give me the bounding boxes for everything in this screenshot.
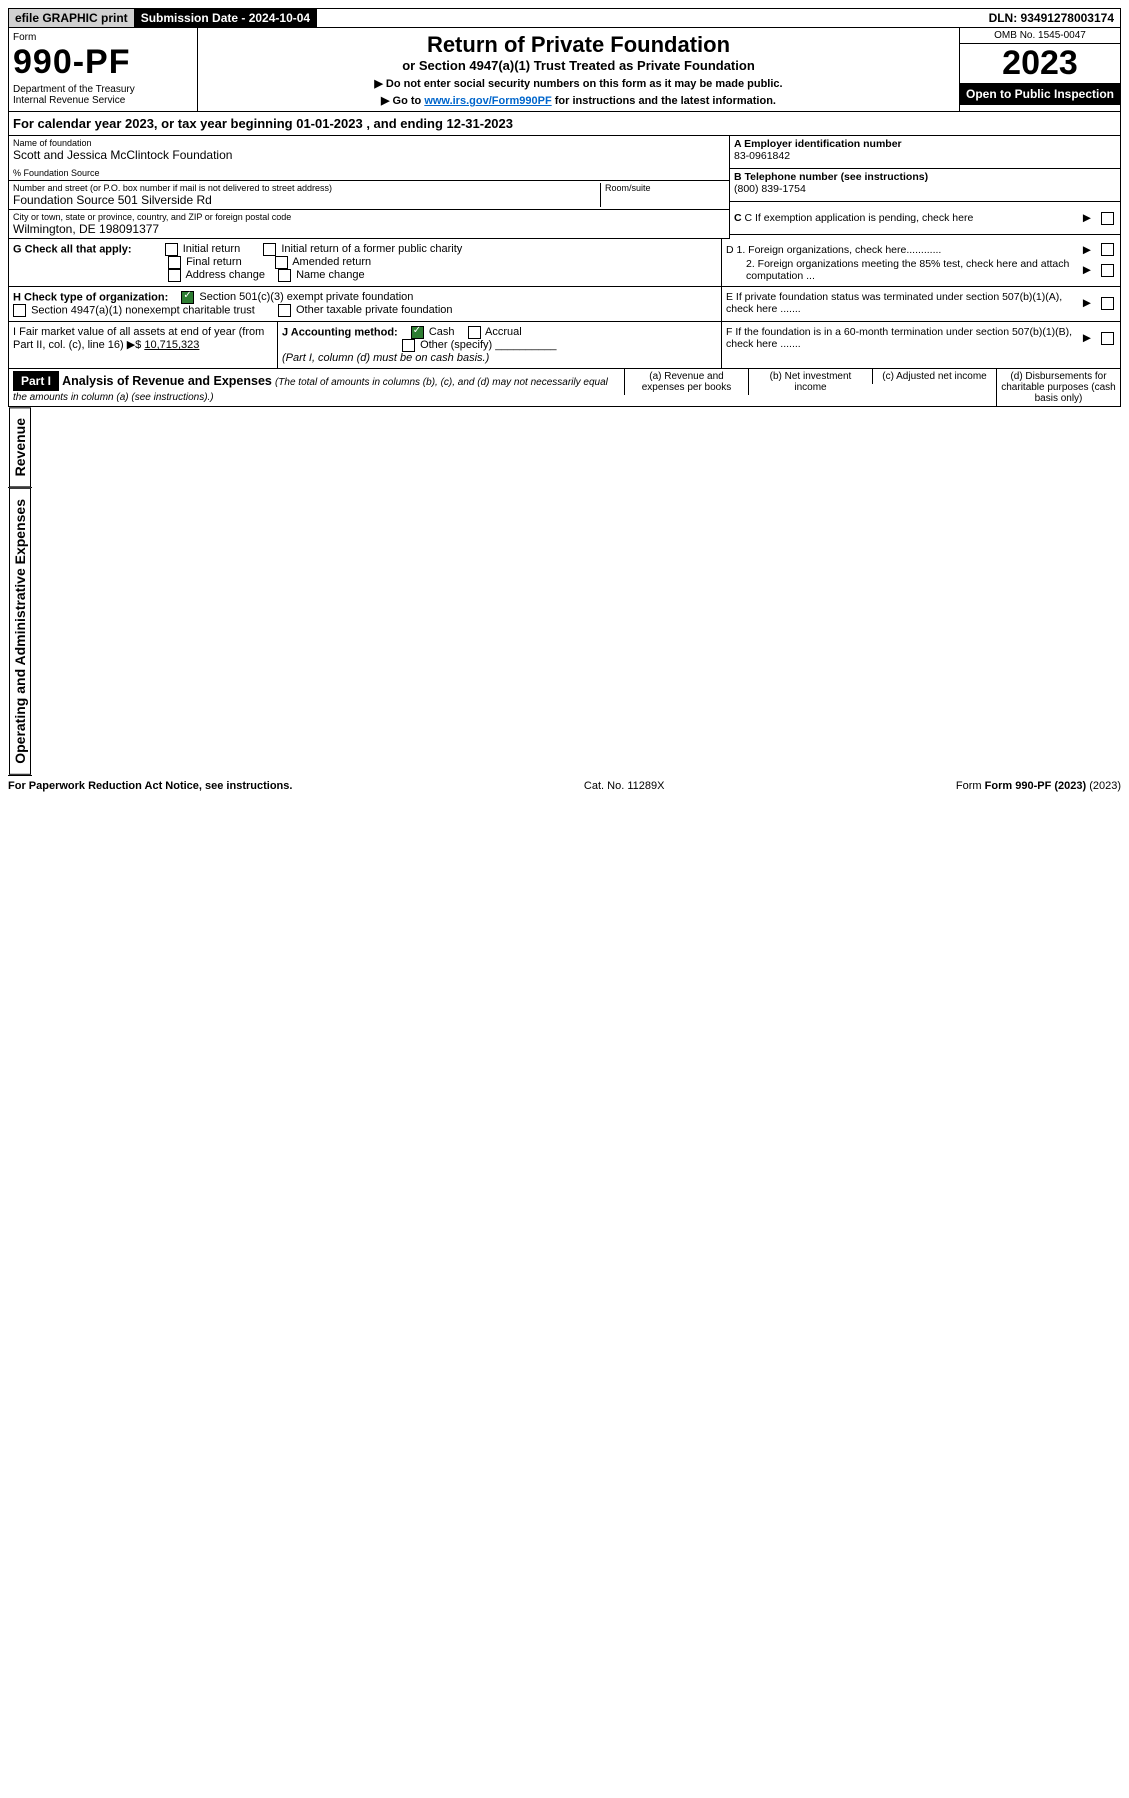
- g-final-checkbox[interactable]: [168, 256, 181, 269]
- footer-left: For Paperwork Reduction Act Notice, see …: [8, 780, 292, 792]
- e-label: E If private foundation status was termi…: [726, 291, 1079, 315]
- h-label: H Check type of organization:: [13, 291, 168, 303]
- form-note1: ▶ Do not enter social security numbers o…: [202, 77, 955, 90]
- dept-label: Department of the Treasury Internal Reve…: [13, 84, 193, 106]
- street-label: Number and street (or P.O. box number if…: [13, 183, 600, 193]
- part1-header: Part I: [13, 371, 59, 391]
- g-opt-initial: Initial return: [183, 243, 240, 255]
- name-label: Name of foundation: [13, 138, 725, 148]
- irs-link[interactable]: www.irs.gov/Form990PF: [424, 95, 551, 107]
- phone-value: (800) 839-1754: [734, 183, 806, 195]
- form-label: Form: [13, 32, 193, 43]
- top-bar: efile GRAPHIC print Submission Date - 20…: [8, 8, 1121, 28]
- j-cash-checkbox[interactable]: [411, 326, 424, 339]
- col-c-header: (c) Adjusted net income: [872, 369, 996, 384]
- f-checkbox[interactable]: [1101, 332, 1114, 345]
- g-opt-name: Name change: [296, 269, 365, 281]
- form-note2: ▶ Go to www.irs.gov/Form990PF for instru…: [202, 94, 955, 107]
- note2-pre: ▶ Go to: [381, 95, 424, 107]
- col-b-header: (b) Net investment income: [748, 369, 872, 395]
- d2-checkbox[interactable]: [1101, 264, 1114, 277]
- i-value: 10,715,323: [144, 339, 199, 351]
- form-header: Form 990-PF Department of the Treasury I…: [8, 28, 1121, 112]
- form-title: Return of Private Foundation: [202, 32, 955, 58]
- g-opt-final: Final return: [186, 256, 242, 268]
- h-opt3: Other taxable private foundation: [296, 304, 453, 316]
- part1-title: Analysis of Revenue and Expenses: [62, 374, 272, 388]
- g-name-checkbox[interactable]: [278, 269, 291, 282]
- main-table: [32, 407, 1122, 776]
- c-text: C If exemption application is pending, c…: [745, 212, 974, 224]
- h-4947-checkbox[interactable]: [13, 304, 26, 317]
- g-opt-amended: Amended return: [292, 256, 371, 268]
- h-other-checkbox[interactable]: [278, 304, 291, 317]
- revenue-side-label: Revenue: [9, 407, 31, 487]
- j-other: Other (specify): [420, 339, 492, 351]
- phone-label: B Telephone number (see instructions): [734, 171, 928, 183]
- g-opt-former: Initial return of a former public charit…: [281, 243, 462, 255]
- g-label: G Check all that apply:: [13, 243, 132, 255]
- ein-value: 83-0961842: [734, 150, 790, 162]
- j-accrual: Accrual: [485, 326, 522, 338]
- city-state: Wilmington, DE 198091377: [13, 222, 725, 236]
- g-opt-address: Address change: [185, 269, 265, 281]
- col-d-header: (d) Disbursements for charitable purpose…: [996, 369, 1120, 406]
- j-other-checkbox[interactable]: [402, 339, 415, 352]
- inspection-label: Open to Public Inspection: [960, 83, 1120, 105]
- g-initial-checkbox[interactable]: [165, 243, 178, 256]
- street-address: Foundation Source 501 Silverside Rd: [13, 193, 600, 207]
- page-footer: For Paperwork Reduction Act Notice, see …: [8, 776, 1121, 796]
- footer-right: Form Form 990-PF (2023) (2023): [956, 780, 1121, 792]
- h-opt2: Section 4947(a)(1) nonexempt charitable …: [31, 304, 255, 316]
- d1-label: D 1. Foreign organizations, check here..…: [726, 244, 1079, 256]
- expenses-side-label: Operating and Administrative Expenses: [9, 488, 31, 775]
- co-label: % Foundation Source: [13, 168, 725, 178]
- submission-date: Submission Date - 2024-10-04: [135, 9, 317, 27]
- ein-label: A Employer identification number: [734, 138, 902, 150]
- j-note: (Part I, column (d) must be on cash basi…: [282, 352, 489, 364]
- h-opt1: Section 501(c)(3) exempt private foundat…: [199, 291, 413, 303]
- g-address-checkbox[interactable]: [168, 269, 181, 282]
- city-label: City or town, state or province, country…: [13, 212, 725, 222]
- f-label: F If the foundation is in a 60-month ter…: [726, 326, 1079, 350]
- g-initial-former-checkbox[interactable]: [263, 243, 276, 256]
- d2-label: 2. Foreign organizations meeting the 85%…: [726, 258, 1079, 282]
- d1-checkbox[interactable]: [1101, 243, 1114, 256]
- g-amended-checkbox[interactable]: [275, 256, 288, 269]
- tax-year: 2023: [960, 44, 1120, 83]
- dln: DLN: 93491278003174: [983, 9, 1120, 27]
- e-checkbox[interactable]: [1101, 297, 1114, 310]
- c-checkbox[interactable]: [1101, 212, 1114, 225]
- footer-cat: Cat. No. 11289X: [584, 780, 665, 792]
- c-label: C: [734, 212, 742, 224]
- calendar-year: For calendar year 2023, or tax year begi…: [8, 112, 1121, 136]
- j-label: J Accounting method:: [282, 326, 398, 338]
- h-501c3-checkbox[interactable]: [181, 291, 194, 304]
- form-subtitle: or Section 4947(a)(1) Trust Treated as P…: [202, 58, 955, 73]
- col-a-header: (a) Revenue and expenses per books: [624, 369, 748, 395]
- omb-number: OMB No. 1545-0047: [960, 28, 1120, 44]
- form-number: 990-PF: [13, 43, 193, 82]
- j-accrual-checkbox[interactable]: [468, 326, 481, 339]
- j-cash: Cash: [429, 326, 455, 338]
- foundation-name: Scott and Jessica McClintock Foundation: [13, 148, 725, 162]
- i-label: I Fair market value of all assets at end…: [13, 326, 264, 351]
- note2-post: for instructions and the latest informat…: [552, 95, 776, 107]
- efile-label: efile GRAPHIC print: [9, 9, 135, 27]
- room-label: Room/suite: [605, 183, 725, 193]
